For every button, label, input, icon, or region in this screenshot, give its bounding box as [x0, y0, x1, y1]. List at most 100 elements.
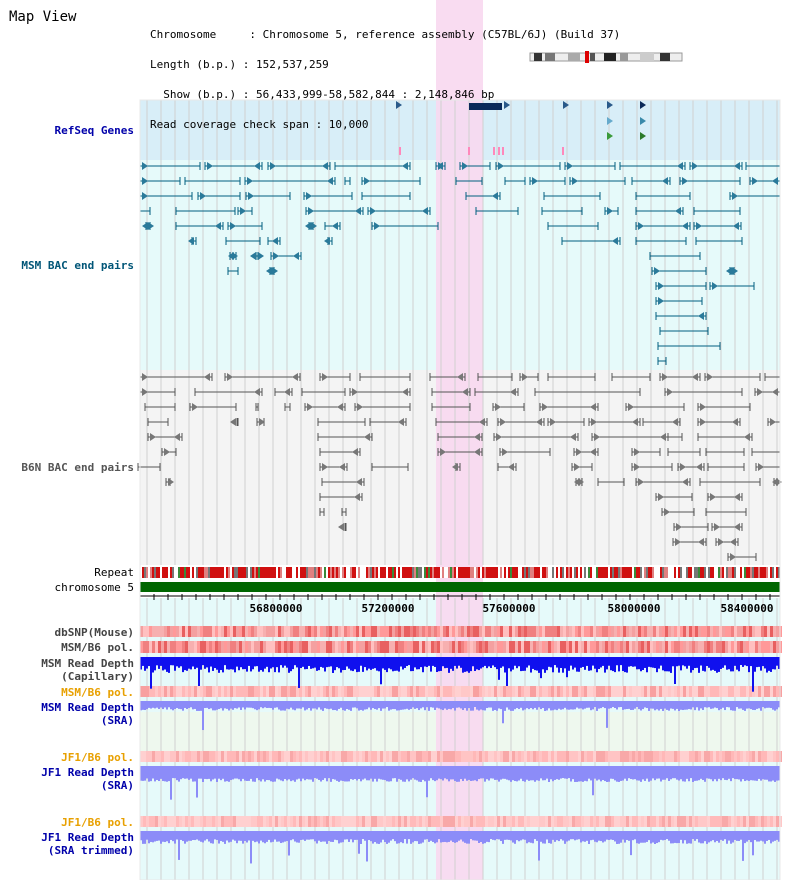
msm-depth-sra-bar	[532, 701, 534, 710]
msm-depth-capillary-bar	[458, 657, 460, 666]
jf1-depth-trimmed-bar	[756, 831, 758, 842]
jf1-depth-trimmed-bar	[310, 831, 312, 840]
dbsnp-cell	[731, 626, 734, 637]
msm-depth-capillary-bar	[734, 657, 736, 666]
dbsnp-cell	[266, 626, 269, 637]
jf1-b6-pol-cell	[164, 751, 167, 762]
jf1-depth-bar	[258, 766, 260, 781]
jf1-depth-trimmed-bar	[230, 831, 232, 842]
jf1-b6-pol-cell	[617, 751, 620, 762]
jf1-b6-pol-trimmed-cell	[587, 816, 590, 827]
dbsnp-cell	[380, 626, 383, 637]
jf1-depth-bar	[168, 766, 170, 782]
msm-b6-pol-capillary-cell	[545, 641, 548, 653]
jf1-depth-trimmed-bar	[324, 831, 326, 842]
track-label-msm-depth-capillary[interactable]: MSM Read Depth (Capillary)	[41, 657, 134, 683]
msm-b6-pol-capillary-cell	[221, 641, 224, 653]
track-label-b6n-bac[interactable]: B6N BAC end pairs	[21, 461, 134, 474]
msm-b6-pol-sra-cell	[320, 686, 323, 697]
msm-b6-pol-capillary-cell	[236, 641, 239, 653]
msm-depth-sra-bar	[656, 701, 658, 710]
b6n-bac-pair-arrow	[168, 478, 174, 486]
jf1-depth-bar	[400, 766, 402, 780]
track-label-jf1-depth-trimmed[interactable]: JF1 Read Depth (SRA trimmed)	[41, 831, 134, 857]
dbsnp-cell	[401, 626, 404, 637]
repeat-element	[146, 567, 148, 578]
jf1-b6-pol-trimmed-cell	[452, 816, 455, 827]
msm-b6-pol-sra-cell	[344, 686, 347, 697]
msm-depth-capillary-bar	[346, 657, 348, 667]
jf1-depth-trimmed-bar	[564, 831, 566, 844]
b6n-bac-pair-arrow	[700, 403, 706, 411]
jf1-depth-bar	[318, 766, 320, 780]
jf1-depth-trimmed-bar	[358, 831, 360, 854]
msm-depth-sra-bar	[250, 701, 252, 708]
track-label-msm-bac[interactable]: MSM BAC end pairs	[21, 259, 134, 272]
msm-depth-capillary-bar	[736, 657, 738, 670]
jf1-b6-pol-trimmed-cell	[536, 816, 539, 827]
jf1-b6-pol-cell	[491, 751, 494, 762]
repeat-element	[546, 567, 548, 578]
msm-depth-sra-bar	[564, 701, 566, 708]
msm-depth-sra-bar	[676, 701, 678, 709]
msm-bac-pair-arrow	[612, 237, 618, 245]
jf1-depth-bar	[490, 766, 492, 779]
msm-depth-sra-bar	[268, 701, 270, 708]
msm-b6-pol-capillary-cell	[173, 641, 176, 653]
repeat-element	[316, 567, 318, 578]
msm-depth-capillary-bar	[634, 657, 636, 667]
msm-depth-capillary-bar	[740, 657, 742, 666]
msm-b6-pol-capillary-cell	[593, 641, 596, 653]
track-label-dbsnp[interactable]: dbSNP(Mouse)	[54, 626, 134, 639]
track-label-repeat[interactable]: Repeat	[94, 566, 134, 579]
msm-depth-sra-bar	[738, 701, 740, 709]
jf1-depth-bar	[298, 766, 300, 779]
dbsnp-cell	[209, 626, 212, 637]
jf1-depth-trimmed-bar	[522, 831, 524, 840]
jf1-depth-bar	[516, 766, 518, 782]
msm-depth-sra-bar	[760, 701, 762, 711]
msm-depth-capillary-bar	[488, 657, 490, 667]
jf1-b6-pol-cell	[371, 751, 374, 762]
track-label-msm-b6-pol-capillary[interactable]: MSM/B6 pol.	[61, 641, 134, 654]
axis-tick-label: 58400000	[720, 602, 774, 615]
track-label-jf1-depth[interactable]: JF1 Read Depth (SRA)	[41, 766, 134, 792]
ideogram-band	[590, 53, 595, 61]
track-label-jf1-b6-pol[interactable]: JF1/B6 pol.	[61, 751, 134, 764]
jf1-depth-bar	[162, 766, 164, 782]
jf1-depth-trimmed-bar	[316, 831, 318, 844]
dbsnp-cell	[674, 626, 677, 637]
jf1-b6-pol-cell	[599, 751, 602, 762]
jf1-b6-pol-cell	[713, 751, 716, 762]
jf1-b6-pol-trimmed-cell	[275, 816, 278, 827]
track-label-refseq[interactable]: RefSeq Genes	[54, 124, 134, 137]
jf1-depth-trimmed-bar	[406, 831, 408, 844]
msm-depth-sra-bar	[622, 701, 624, 710]
track-label-msm-depth-sra[interactable]: MSM Read Depth (SRA)	[41, 701, 134, 727]
jf1-b6-pol-cell	[329, 751, 332, 762]
dbsnp-cell	[566, 626, 569, 637]
dbsnp-cell	[755, 626, 758, 637]
msm-depth-sra-bar	[328, 701, 330, 710]
dbsnp-cell	[185, 626, 188, 637]
jf1-b6-pol-cell	[620, 751, 623, 762]
msm-depth-sra-bar	[158, 701, 160, 709]
msm-depth-capillary-bar	[254, 657, 256, 667]
jf1-depth-trimmed-bar	[530, 831, 532, 843]
msm-b6-pol-capillary-cell	[698, 641, 701, 653]
jf1-depth-bar	[566, 766, 568, 779]
msm-depth-capillary-bar	[320, 657, 322, 667]
msm-b6-pol-sra-cell	[677, 686, 680, 697]
jf1-b6-pol-trimmed-cell	[140, 816, 143, 827]
b6n-bac-pair-arrow	[632, 418, 638, 426]
track-label-jf1-b6-pol-trimmed[interactable]: JF1/B6 pol.	[61, 816, 134, 829]
msm-depth-sra-bar	[306, 701, 308, 710]
jf1-b6-pol-trimmed-cell	[266, 816, 269, 827]
track-label-chromosome[interactable]: chromosome 5	[54, 581, 134, 594]
track-label-msm-b6-pol-sra[interactable]: MSM/B6 pol.	[61, 686, 134, 699]
b6n-bac-pair-arrow	[164, 448, 170, 456]
jf1-depth-bar	[176, 766, 178, 781]
dbsnp-cell	[476, 626, 479, 637]
coverage-span-info: Read coverage check span : 10,000	[150, 118, 369, 131]
